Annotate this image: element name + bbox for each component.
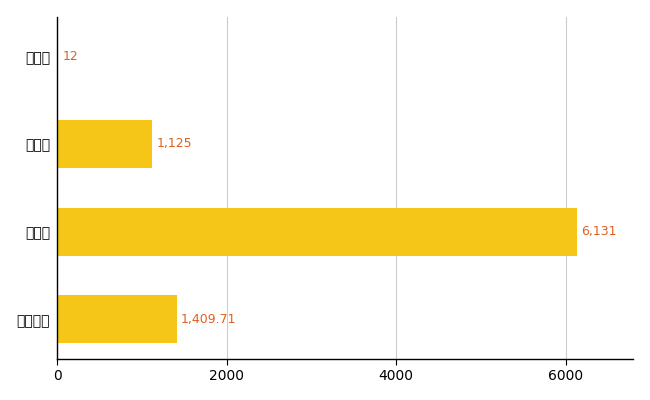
- Text: 12: 12: [62, 50, 78, 63]
- Bar: [57, 32, 58, 80]
- Text: 1,409.71: 1,409.71: [181, 313, 237, 326]
- Bar: [57, 295, 177, 343]
- Text: 1,125: 1,125: [157, 138, 192, 150]
- Bar: [57, 208, 577, 256]
- Bar: [57, 120, 153, 168]
- Text: 6,131: 6,131: [581, 225, 616, 238]
